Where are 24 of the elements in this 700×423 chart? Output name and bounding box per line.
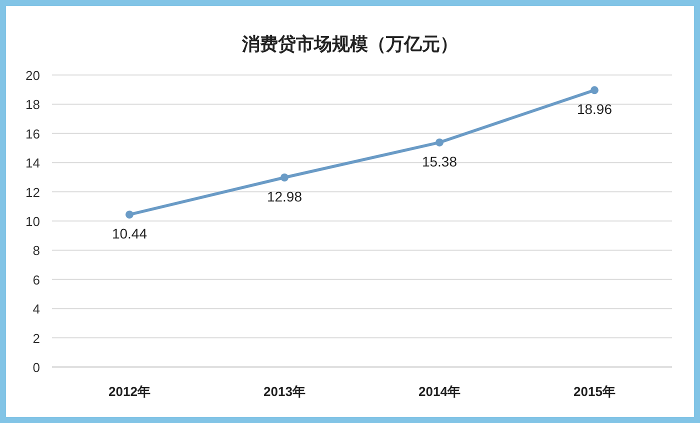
- y-tick-label: 4: [32, 302, 40, 317]
- point: [590, 86, 598, 94]
- data-label: 12.98: [266, 188, 302, 204]
- x-tick-label: 2013年: [264, 384, 306, 399]
- y-tick-label: 10: [26, 214, 40, 229]
- y-tick-label: 2: [32, 330, 40, 346]
- data-label: 15.38: [422, 153, 458, 170]
- y-tick-label: 18: [26, 97, 40, 112]
- x-tick-label: 2015年: [574, 384, 616, 399]
- y-tick-label: 8: [32, 243, 40, 258]
- y-tick-label: 16: [26, 126, 40, 142]
- x-tick-label: 2012年: [108, 384, 150, 399]
- y-tick-label: 6: [32, 272, 40, 288]
- y-tick-label: 12: [26, 184, 40, 200]
- point: [126, 210, 134, 219]
- point: [280, 173, 288, 182]
- data-label: 18.96: [576, 101, 612, 118]
- y-tick-label: 0: [32, 360, 40, 375]
- point: [436, 138, 444, 146]
- x-tick-label: 2014年: [418, 384, 460, 399]
- y-tick-label: 20: [26, 68, 40, 83]
- data-label: 10.44: [112, 226, 148, 242]
- chart-title: 消费贷市场规模（万亿元）: [241, 34, 458, 54]
- y-tick-label: 14: [26, 156, 40, 171]
